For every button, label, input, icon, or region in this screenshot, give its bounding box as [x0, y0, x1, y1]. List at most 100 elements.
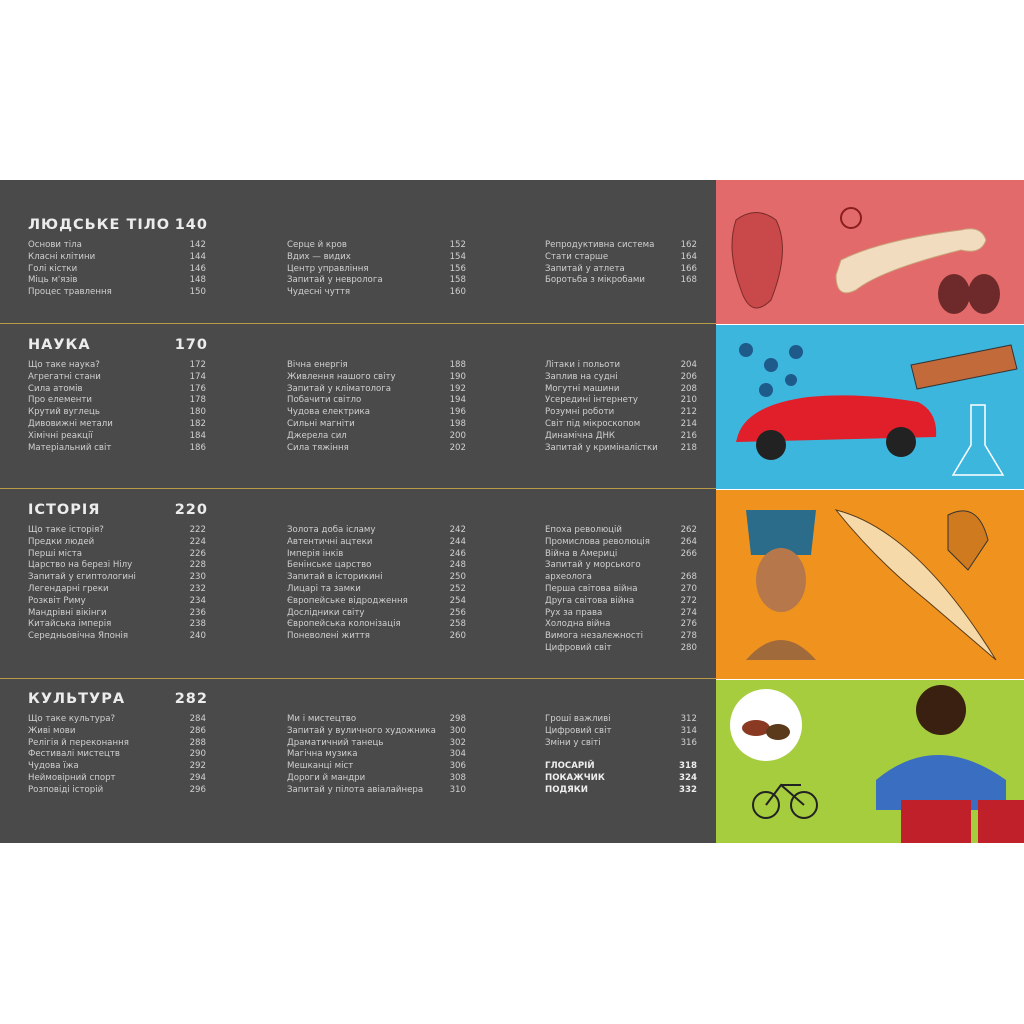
entry-title: Голі кістки [28, 263, 78, 274]
entry-page: 196 [449, 407, 466, 418]
entry-page: 202 [449, 442, 466, 453]
entry-page: 160 [449, 287, 466, 298]
entry-page: 272 [680, 595, 697, 606]
toc-entry: Запитай у криміналістки 218 [545, 443, 697, 455]
entry-title: Чудесні чуття [287, 287, 351, 298]
entry-page: 178 [189, 395, 206, 406]
entry-title: Цифровий світ [545, 725, 612, 736]
toc-entry: Перша світова війна 270 [545, 584, 697, 596]
entry-page: 142 [189, 240, 206, 250]
toc-entry: Основи тіла 142 [28, 240, 206, 252]
toc-entry: Що таке наука? 172 [28, 360, 206, 372]
car-image [736, 395, 937, 442]
entry-title: Перша світова війна [545, 583, 638, 594]
toc-entry: Релігія й переконання 288 [28, 738, 206, 750]
entry-page: 290 [189, 749, 206, 760]
toc-section: ІСТОРІЯ 220 Що таке історія? 222 Предки люде… [0, 489, 716, 679]
section-page: 220 [174, 502, 208, 518]
toc-entry: Боротьба з мікробами 168 [545, 275, 697, 287]
kidney-image [968, 274, 1000, 314]
nefertiti-image [746, 510, 816, 555]
entry-title: Холодна війна [545, 619, 611, 630]
entry-title: Розквіт Риму [28, 595, 86, 606]
entry-title: Класні клітини [28, 251, 96, 262]
toc-entry: Що таке історія? 222 [28, 525, 206, 537]
toc-column: Літаки і польоти 204 Заплив на судні 206 Мог… [545, 360, 697, 454]
toc-column: Репродуктивна система 162 Стати старше 164 З… [545, 240, 697, 287]
section-page: 170 [174, 337, 208, 353]
toc-column: Епоха революцій 262 Промислова революція 26… [545, 525, 697, 655]
entry-title: Запитай у криміналістки [545, 442, 658, 453]
toc-entry: Промислова революція 264 [545, 537, 697, 549]
entry-page: 186 [189, 442, 206, 453]
entry-title: Лицарі та замки [287, 583, 361, 594]
entry-title: Неймовірний спорт [28, 772, 116, 783]
toc-entry: Запитай у єгиптологині 230 [28, 572, 206, 584]
entry-page: 172 [189, 360, 206, 370]
entry-page: 268 [680, 572, 697, 583]
toc-column: Ми і мистецтво 298 Запитай у вуличного худ… [287, 714, 466, 797]
entry-title: Європейське відродження [287, 595, 408, 606]
toc-entry: Могутні машини 208 [545, 384, 697, 396]
toc-entry: Європейська колонізація 258 [287, 619, 466, 631]
toc-entry: Вимога незалежності 278 [545, 631, 697, 643]
entry-page: 206 [680, 371, 697, 382]
entry-page: 190 [449, 371, 466, 382]
entry-title: Мешканці міст [287, 761, 354, 772]
entry-title: Запитай у пілота авіалайнера [287, 784, 424, 795]
entry-page: 148 [189, 275, 206, 286]
entry-page: 324 [679, 772, 697, 783]
section-page: 282 [174, 691, 208, 707]
toc-entry: Запитай у вуличного художника 300 [287, 726, 466, 738]
entry-page: 154 [449, 251, 466, 262]
toc-entry: Побачити світло 194 [287, 395, 466, 407]
toc-column: Гроші важливі 312 Цифровий світ 314 Зміни у … [545, 714, 697, 797]
entry-title: Запитай у кліматолога [287, 383, 392, 394]
entry-title: Чудова їжа [28, 761, 79, 772]
entry-page: 146 [189, 263, 206, 274]
entry-title: Зміни у світі [545, 737, 601, 748]
entry-title: Агрегатні стани [28, 371, 101, 382]
entry-page: 254 [449, 595, 466, 606]
toc-entry: Чудова їжа 292 [28, 761, 206, 773]
musician-image [916, 685, 966, 735]
section-title: ЛЮДСЬКЕ ТІЛО [28, 217, 171, 233]
toc-entry: Імперія інків 246 [287, 549, 466, 561]
toc-entry: Сильні магніти 198 [287, 419, 466, 431]
toc-entry: Голі кістки 146 [28, 264, 206, 276]
toc-column: Що таке наука? 172 Агрегатні стани 174 Сила … [28, 360, 206, 454]
entry-page: 242 [449, 525, 466, 535]
section-heading: НАУКА 170 [28, 336, 208, 354]
section-title: КУЛЬТУРА [28, 691, 126, 707]
toc-entry: Цифровий світ 314 [545, 726, 697, 738]
entry-page: 238 [189, 619, 206, 630]
entry-page: 244 [449, 536, 466, 547]
entry-title: Джерела сил [287, 430, 347, 441]
toc-entry: Сила тяжіння 202 [287, 443, 466, 455]
entry-title: ПОКАЖЧИК [545, 772, 605, 783]
entry-title: ПОДЯКИ [545, 784, 588, 795]
entry-page: 314 [680, 725, 697, 736]
toc-entry: Друга світова війна 272 [545, 596, 697, 608]
entry-page: 192 [449, 383, 466, 394]
entry-page: 232 [189, 583, 206, 594]
toc-entry: Мандрівні вікінги 236 [28, 608, 206, 620]
toc-entry: Війна в Америці 266 [545, 549, 697, 561]
entry-title: Драматичний танець [287, 737, 384, 748]
toc-entry: Розквіт Риму 234 [28, 596, 206, 608]
entry-page: 270 [680, 583, 697, 594]
toc-section: НАУКА 170 Що таке наука? 172 Агрегатні стани… [0, 324, 716, 489]
entry-title: Запитай в історикині [287, 572, 383, 583]
entry-page: 308 [449, 772, 466, 783]
entry-title: Про елементи [28, 395, 92, 406]
toc-entry: Чудова електрика 196 [287, 407, 466, 419]
toc-entry: Цифровий світ 280 [545, 643, 697, 655]
entry-page: 174 [189, 371, 206, 382]
entry-title: Дороги й мандри [287, 772, 366, 783]
toc-entry: Неймовірний спорт 294 [28, 773, 206, 785]
toc-entry: Гроші важливі 312 [545, 714, 697, 726]
toc-entry: Дослідники світу 256 [287, 608, 466, 620]
toc-column: Основи тіла 142 Класні клітини 144 Голі кіст… [28, 240, 206, 299]
toc-entry: Драматичний танець 302 [287, 738, 466, 750]
entry-page: 194 [449, 395, 466, 406]
